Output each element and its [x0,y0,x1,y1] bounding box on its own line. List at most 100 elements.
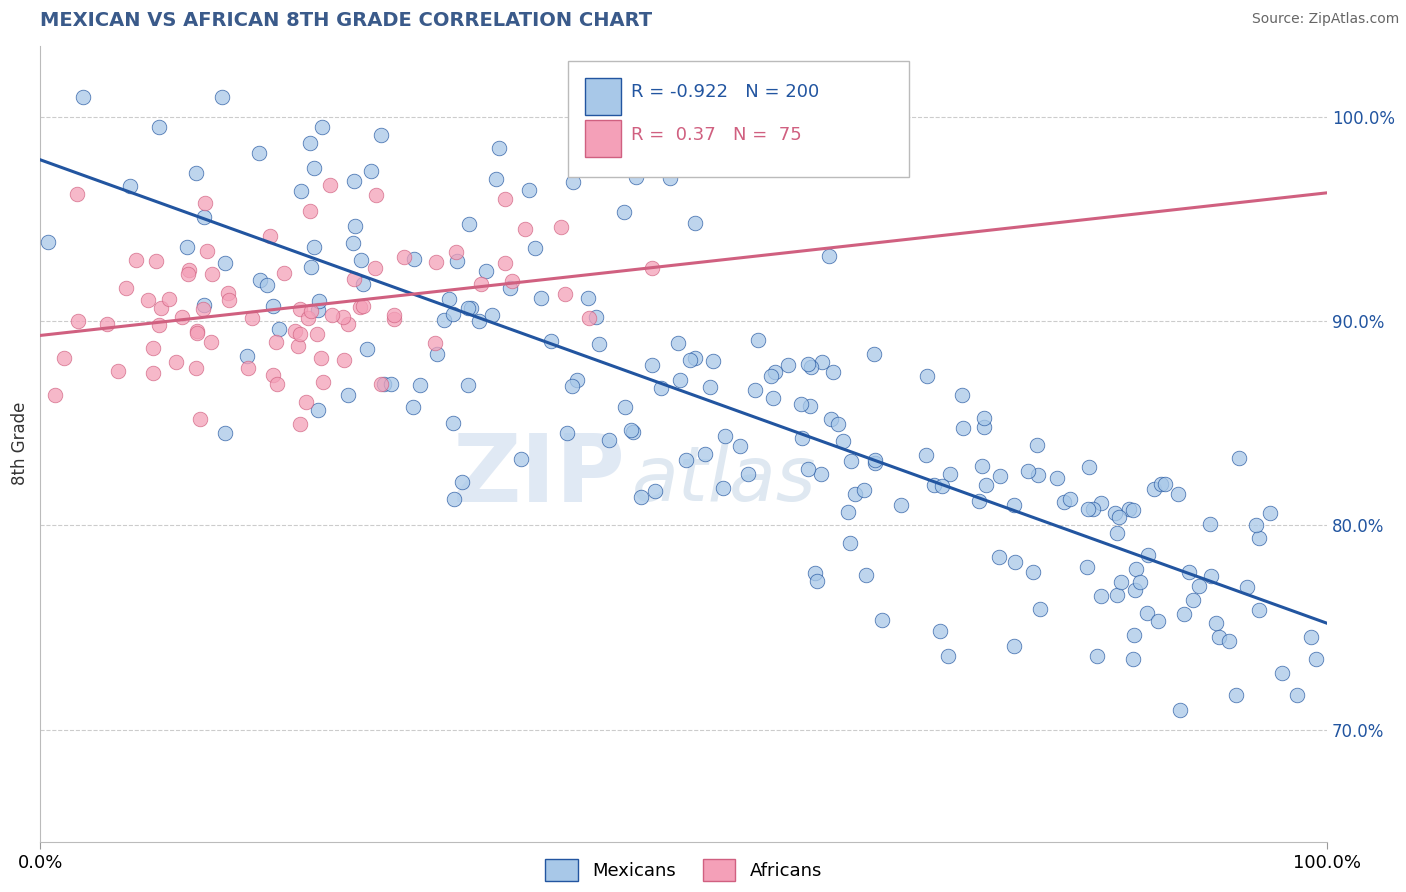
Point [1136,606,1159,620]
Point [806,574,828,589]
Point [176,240,198,254]
Point [1181,593,1204,607]
Point [1285,688,1308,702]
Point [839,535,862,549]
Point [1244,517,1267,532]
Point [262,299,284,313]
Point [1205,616,1227,631]
Point [290,417,312,432]
Point [136,293,159,307]
Point [311,120,333,134]
Point [1108,509,1130,524]
Point [641,359,664,373]
Point [1247,603,1270,617]
Point [211,89,233,103]
Point [1173,607,1195,622]
Point [644,483,666,498]
Point [699,380,721,394]
Point [973,411,995,425]
Point [952,421,974,435]
Point [1123,582,1146,597]
Point [1105,588,1128,602]
Point [336,317,359,331]
Point [184,166,207,180]
Point [370,128,392,142]
Point [287,339,309,353]
Point [262,368,284,382]
Point [1109,575,1132,590]
Point [1118,502,1140,516]
Point [613,204,636,219]
Point [711,481,734,495]
Point [1305,652,1327,666]
Point [165,355,187,369]
Point [475,264,498,278]
Point [186,324,208,338]
Point [928,624,950,639]
Point [200,334,222,349]
Point [810,467,832,482]
Point [402,252,425,267]
Point [800,359,823,374]
Point [457,377,479,392]
Point [565,373,588,387]
Point [295,395,318,409]
Point [1046,471,1069,485]
Point [402,400,425,414]
Point [236,360,259,375]
Point [792,431,814,445]
Point [352,277,374,291]
Point [1168,703,1191,717]
Point [299,136,322,150]
Point [214,426,236,441]
Point [1122,652,1144,666]
FancyBboxPatch shape [585,120,620,157]
Point [530,291,553,305]
Text: MEXICAN VS AFRICAN 8TH GRADE CORRELATION CHART: MEXICAN VS AFRICAN 8TH GRADE CORRELATION… [41,11,652,30]
Y-axis label: 8th Grade: 8th Grade [11,402,30,485]
Point [870,613,893,627]
Point [915,369,938,384]
Point [831,434,853,448]
Point [1199,569,1222,583]
Point [523,241,546,255]
Point [125,252,148,267]
Point [659,170,682,185]
Point [256,278,278,293]
Point [217,285,239,300]
Point [1301,630,1323,644]
Point [188,412,211,426]
Point [1247,531,1270,545]
Point [939,467,962,482]
Point [425,254,447,268]
Point [443,307,465,321]
Point [797,357,820,371]
Point [501,274,523,288]
Point [494,256,516,270]
Point [931,479,953,493]
Point [437,292,460,306]
Point [837,505,859,519]
Point [373,376,395,391]
Point [1122,503,1144,517]
Point [242,310,264,325]
Point [72,89,94,103]
Point [195,244,218,258]
FancyBboxPatch shape [568,62,908,177]
Point [186,326,208,341]
Point [1022,565,1045,579]
Point [499,281,522,295]
Point [890,498,912,512]
Point [343,219,366,233]
Point [967,494,990,508]
Point [382,312,405,326]
Point [853,483,876,497]
Point [352,299,374,313]
Point [170,310,193,325]
Point [307,327,329,342]
Point [309,351,332,365]
Legend: Mexicans, Africans: Mexicans, Africans [538,852,830,888]
Point [1188,579,1211,593]
Point [200,267,222,281]
Text: atlas: atlas [633,442,817,516]
